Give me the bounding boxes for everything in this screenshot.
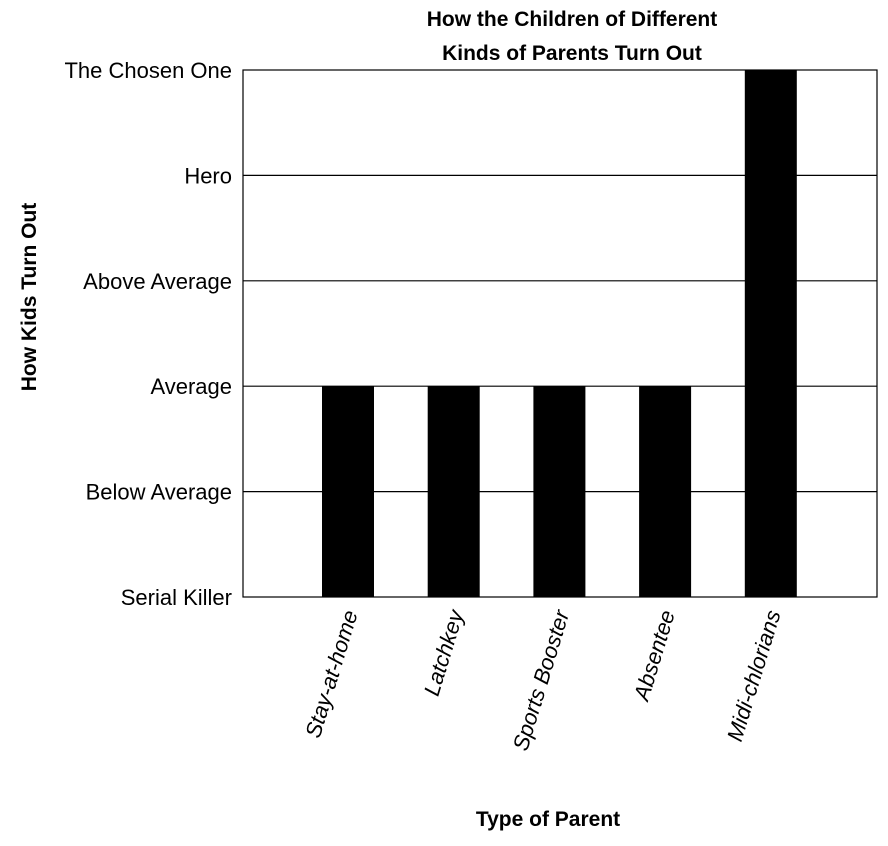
bar [639, 386, 692, 597]
x-tick-label: Midi-chlorians [722, 607, 786, 744]
x-tick-labels: Stay-at-home Latchkey Sports Booster Absent… [300, 605, 785, 753]
chart-title-line-1: How the Children of Different [427, 8, 718, 31]
y-tick-label: Hero [184, 163, 232, 188]
x-tick-label: Latchkey [419, 605, 469, 698]
bar [533, 386, 586, 597]
bars [322, 70, 797, 597]
plot-area-frame [242, 69, 878, 598]
bar [427, 386, 480, 597]
chart-title: How the Children of Different Kinds of P… [427, 8, 718, 65]
x-tick-label: Stay-at-home [300, 607, 363, 741]
bar [744, 70, 797, 597]
x-tick-label: Absentee [628, 607, 680, 705]
y-tick-labels: Serial Killer Below Average Average Above A… [64, 58, 232, 610]
y-tick-label: Below Average [86, 480, 232, 505]
x-tick-label: Sports Booster [508, 606, 575, 754]
y-tick-label: The Chosen One [64, 58, 232, 83]
chart-title-line-2: Kinds of Parents Turn Out [442, 42, 702, 65]
x-axis-title: Type of Parent [476, 808, 620, 831]
y-tick-label: Above Average [83, 269, 232, 294]
y-tick-label: Average [150, 374, 232, 399]
y-tick-label: Serial Killer [121, 585, 232, 610]
bar [322, 386, 374, 597]
y-axis-title: How Kids Turn Out [18, 203, 41, 392]
